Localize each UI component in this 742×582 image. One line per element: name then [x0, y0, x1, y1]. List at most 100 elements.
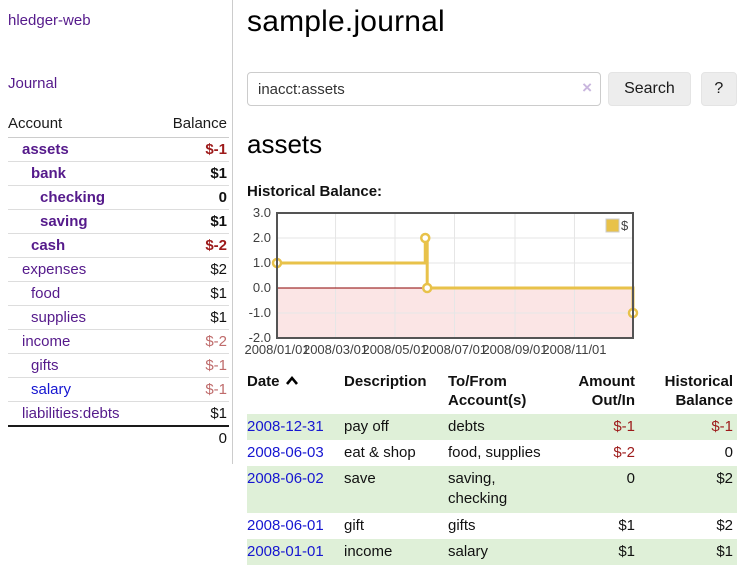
register-balance: $1 — [716, 542, 733, 560]
svg-text:2008/07/01: 2008/07/01 — [422, 342, 487, 357]
account-balance: $1 — [154, 161, 229, 186]
register-balance: $-1 — [711, 417, 733, 435]
historical-balance-chart[interactable]: 3.0 2.0 1.0 0.0 -1.0 -2.02008/01/012008/03/01… — [244, 205, 657, 361]
account-link[interactable]: supplies — [31, 309, 87, 326]
register-row[interactable]: 2008-06-01 gift gifts $1 $2 — [247, 513, 737, 539]
svg-text:2008/09/01: 2008/09/01 — [482, 342, 547, 357]
account-balance: $-1 — [154, 353, 229, 378]
register-accounts: debts — [448, 417, 485, 435]
help-button[interactable]: ? — [700, 72, 737, 106]
account-balance: $-2 — [154, 233, 229, 258]
register-amount: 0 — [626, 470, 635, 487]
register-amount: $1 — [618, 516, 635, 534]
sidebar-item-journal[interactable]: Journal — [8, 75, 58, 92]
account-link[interactable]: expenses — [22, 261, 87, 278]
svg-text:3.0: 3.0 — [253, 205, 271, 220]
account-link[interactable]: bank — [31, 165, 67, 182]
svg-text:$: $ — [621, 218, 629, 233]
search-input[interactable] — [247, 72, 602, 106]
register-accounts: food, supplies — [448, 443, 541, 461]
search-button[interactable]: Search — [608, 72, 691, 106]
account-heading: assets — [247, 129, 323, 159]
account-balance: 0 — [154, 185, 229, 210]
register-accounts: gifts — [448, 516, 476, 534]
accounts-total-row: 0 — [8, 425, 229, 450]
svg-text:0.0: 0.0 — [253, 280, 271, 295]
register-date-link[interactable]: 2008-01-01 — [247, 542, 324, 560]
register-accounts: salary — [448, 542, 489, 560]
register-date-link[interactable]: 2008-06-03 — [247, 443, 324, 461]
account-balance: $-2 — [154, 329, 229, 354]
account-row: assets $-1 — [8, 137, 229, 162]
register-balance: $2 — [716, 470, 733, 487]
account-balance: $1 — [154, 401, 229, 427]
account-balance: $1 — [154, 305, 229, 330]
register-col-accounts: To/From Account(s) — [448, 373, 527, 409]
register-description: income — [344, 542, 393, 560]
accounts-col-account: Account — [8, 111, 155, 138]
register-description: gift — [344, 516, 365, 534]
account-link[interactable]: cash — [31, 237, 66, 254]
account-link[interactable]: income — [22, 333, 71, 350]
account-balance: $1 — [154, 209, 229, 234]
account-row: checking 0 — [8, 185, 229, 210]
account-link[interactable]: liabilities:debts — [22, 405, 120, 422]
account-balance: $-1 — [154, 137, 229, 162]
account-row: gifts $-1 — [8, 353, 229, 378]
register-col-date[interactable]: Date — [247, 370, 344, 414]
svg-text:2008/03/01: 2008/03/01 — [303, 342, 368, 357]
svg-text:1.0: 1.0 — [253, 255, 271, 270]
accounts-header-row: Account Balance — [8, 111, 229, 138]
clear-search-icon[interactable]: × — [582, 78, 593, 97]
register-table: Date Description To/From Account(s) Amou… — [247, 370, 737, 565]
account-link[interactable]: checking — [40, 189, 106, 206]
page-title: sample.journal — [247, 5, 445, 38]
register-col-balance: Historical Balance — [664, 373, 733, 409]
account-row: salary $-1 — [8, 377, 229, 402]
register-date-link[interactable]: 2008-06-01 — [247, 516, 324, 534]
register-amount: $1 — [618, 542, 635, 560]
account-link[interactable]: assets — [22, 141, 69, 158]
search-form: × Search ? — [247, 72, 737, 106]
register-row[interactable]: 2008-06-02 save saving, checking 0 $2 — [247, 466, 737, 513]
register-date-link[interactable]: 2008-06-02 — [247, 470, 324, 487]
register-description: pay off — [344, 417, 389, 435]
svg-text:2.0: 2.0 — [253, 230, 271, 245]
account-link[interactable]: food — [31, 285, 61, 302]
register-header-row: Date Description To/From Account(s) Amou… — [247, 370, 737, 414]
register-row[interactable]: 2008-12-31 pay off debts $-1 $-1 — [247, 413, 737, 440]
svg-text:2008/05/01: 2008/05/01 — [362, 342, 427, 357]
register-amount: $-2 — [613, 443, 635, 461]
register-row[interactable]: 2008-01-01 income salary $1 $1 — [247, 538, 737, 565]
account-link[interactable]: salary — [31, 381, 72, 398]
register-balance: 0 — [724, 443, 733, 461]
svg-text:-2.0: -2.0 — [249, 330, 271, 345]
account-balance: $1 — [154, 281, 229, 306]
account-link[interactable]: saving — [40, 213, 88, 230]
register-description: eat & shop — [344, 443, 416, 461]
main-content: sample.journal × Search ? assets Histori… — [233, 0, 742, 565]
account-row: food $1 — [8, 281, 229, 306]
register-description: save — [344, 470, 376, 487]
sidebar: hledger-web Journal Account Balance asse… — [0, 0, 233, 464]
account-row: bank $1 — [8, 161, 229, 186]
register-accounts: saving, checking — [448, 470, 508, 508]
register-row[interactable]: 2008-06-03 eat & shop food, supplies $-2 0 — [247, 440, 737, 466]
account-link[interactable]: gifts — [31, 357, 59, 374]
register-amount: $-1 — [613, 417, 635, 435]
accounts-col-balance: Balance — [154, 111, 229, 138]
brand-link[interactable]: hledger-web — [8, 12, 91, 29]
account-row: income $-2 — [8, 329, 229, 354]
account-row: liabilities:debts $1 — [8, 401, 229, 427]
account-row: saving $1 — [8, 209, 229, 234]
register-col-amount: Amount Out/In — [578, 373, 635, 409]
account-balance: $-1 — [154, 377, 229, 402]
svg-text:2008/11/01: 2008/11/01 — [542, 342, 606, 357]
search-input-wrap: × — [247, 72, 602, 106]
chart-label: Historical Balance: — [247, 183, 383, 200]
register-col-description: Description — [344, 373, 427, 390]
accounts-table: Account Balance assets $-1 bank $1 checking 0… — [8, 111, 229, 450]
app-layout: hledger-web Journal Account Balance asse… — [0, 0, 742, 565]
sort-ascending-icon — [285, 373, 299, 390]
register-date-link[interactable]: 2008-12-31 — [247, 417, 324, 435]
